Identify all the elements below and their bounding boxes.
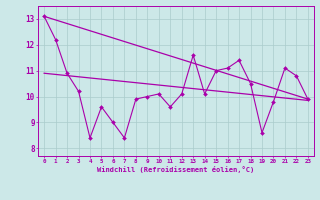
X-axis label: Windchill (Refroidissement éolien,°C): Windchill (Refroidissement éolien,°C)	[97, 166, 255, 173]
